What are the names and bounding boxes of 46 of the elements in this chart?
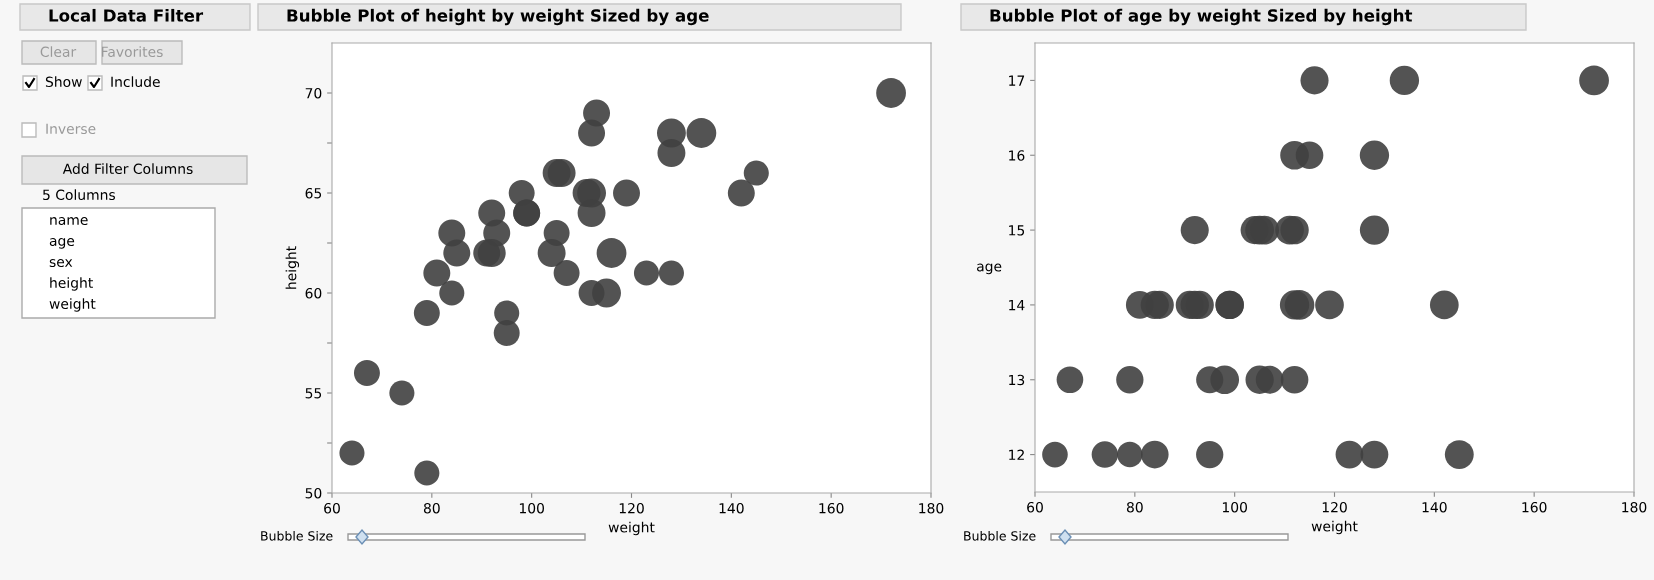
text: Bubble Size [261,530,333,541]
y-tick-label: 50 [305,487,322,499]
y-tick-label: 15 [1009,225,1025,236]
text: height [50,277,93,291]
y-tick-label: 16 [1009,150,1025,161]
text: Bubble Size [964,530,1036,541]
x-tick-label: 160 [819,502,844,514]
x-tick-label: 60 [324,502,340,514]
text: Inverse [46,123,96,135]
x-tick-label: 120 [619,502,644,514]
text: Local Data Filter [49,8,204,22]
text: 5 Columns [43,189,115,201]
y-tick-label: 60 [305,287,322,299]
x-tick-label: 140 [719,502,744,514]
x-tick-label: 60 [1027,501,1043,513]
x-tick-label: 80 [1126,501,1143,513]
text: Clear [40,46,77,58]
y-tick-label: 70 [305,87,322,99]
x-tick-label: 140 [1422,501,1447,513]
chart-title: Bubble Plot of age by weight Sized by height [990,8,1413,26]
x-axis-title: weight [1311,520,1358,535]
x-tick-label: 80 [423,502,440,514]
text: sex [49,259,73,268]
y-tick-label: 14 [1009,300,1025,311]
text: name [50,217,88,226]
text: Include [111,76,160,88]
text: weight [49,298,96,312]
y-tick-label: 65 [305,187,322,199]
y-axis-title: age [977,263,1002,275]
x-axis-title: weight [608,521,655,536]
x-tick-label: 100 [1222,501,1247,513]
y-tick-label: 55 [305,388,322,399]
y-tick-label: 13 [1009,374,1025,386]
x-tick-label: 180 [919,502,944,514]
x-tick-label: 180 [1622,501,1647,513]
y-tick-label: 17 [1009,75,1025,86]
y-tick-label: 12 [1009,449,1024,460]
text: Add Filter Columns [62,163,193,175]
x-tick-label: 120 [1322,501,1347,513]
text: Favorites [101,46,163,58]
chart-title: Bubble Plot of height by weight Sized by age [287,8,709,26]
text: Show [45,76,82,88]
x-tick-label: 100 [519,502,544,514]
y-axis-title: height [285,246,300,289]
x-tick-label: 160 [1522,501,1547,513]
text: age [49,238,75,249]
